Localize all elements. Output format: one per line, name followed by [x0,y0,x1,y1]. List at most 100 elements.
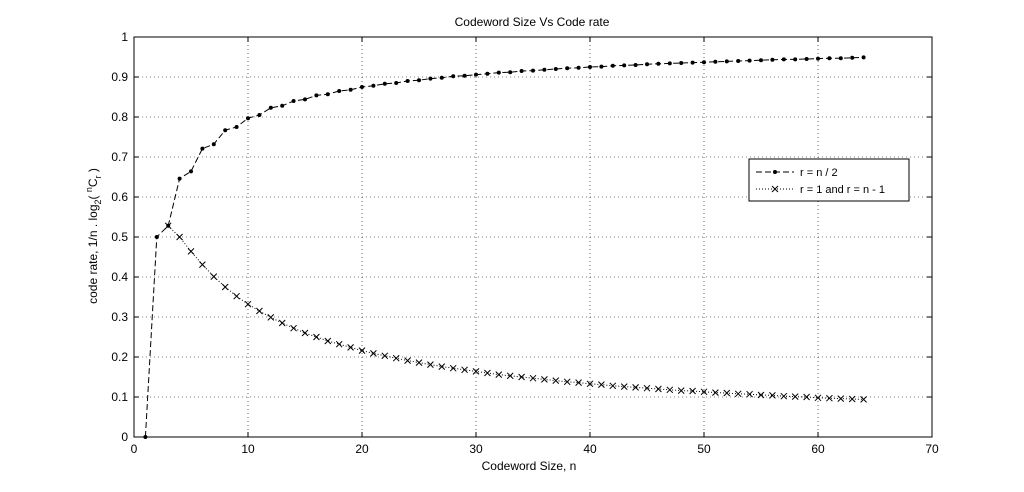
x-tick-label: 50 [697,442,711,456]
data-point [439,75,444,80]
data-point [610,63,615,68]
data-point [598,381,605,388]
legend-label-r-one: r = 1 and r = n - 1 [800,184,885,196]
data-point [394,81,399,85]
data-point [531,68,535,73]
data-point [622,63,627,68]
data-point [485,71,490,76]
data-point [176,233,183,241]
data-point [428,76,433,81]
series-layer [143,55,867,439]
data-point [677,387,685,394]
data-point [335,340,343,348]
data-point [609,382,617,390]
data-point [518,373,525,381]
data-point [438,363,446,370]
data-point [415,359,423,366]
y-tick-label: 0.8 [111,110,128,124]
data-point [736,59,741,63]
y-axis-label: code rate, 1/n . log2( nCr ) [84,168,103,304]
data-point [508,70,513,75]
data-point [495,371,503,378]
y-tick-label: 1 [121,30,128,44]
data-point [643,384,651,392]
x-tick-label: 30 [469,442,483,456]
data-point [199,261,206,268]
plot-area [133,36,933,438]
data-point [381,352,389,360]
data-point [417,78,421,83]
data-point [427,361,434,368]
data-point [542,67,547,72]
data-point [689,387,696,395]
data-point [290,324,297,332]
data-point [791,393,799,400]
y-axis-label-text: code rate, 1/n . log [86,204,100,303]
x-axis-label: Codeword Size, n [482,459,577,473]
y-tick-label: 0.1 [111,390,128,404]
data-point [565,66,570,71]
legend-marker-r-one [771,185,779,193]
data-point [575,379,582,386]
data-point [563,378,571,386]
data-point [588,65,592,69]
data-point [759,58,763,63]
x-tick-label: 0 [131,442,138,456]
series-1 [143,55,866,439]
data-point [382,81,387,86]
y-tick-label: 0.5 [111,230,128,244]
grid-lines [134,37,932,437]
data-point [189,169,193,174]
data-point [519,69,524,73]
data-point [827,56,832,61]
y-tick-label: 0 [121,430,128,444]
data-point [645,62,649,67]
data-point [143,435,148,439]
data-point [837,395,845,402]
data-point [553,67,558,71]
data-point [474,72,478,77]
data-point [221,283,229,291]
data-point [723,389,731,397]
chart-title: Codeword Size Vs Code rate [455,15,610,29]
data-point [734,390,742,398]
data-point [348,87,353,92]
data-point [303,97,307,102]
data-point [449,364,457,372]
data-point [848,395,856,403]
data-point [599,64,604,69]
data-point [187,248,195,255]
data-point [472,368,480,375]
x-tick-label: 70 [925,442,939,456]
data-point [757,391,765,399]
axis-ticks: 0 10 20 30 40 50 60 70 0 0.1 0.2 0.3 0.4 0.5 0.6 0.7 0.8… [111,30,939,456]
data-point [803,393,810,401]
data-point [838,56,843,61]
x-tick-label: 10 [241,442,255,456]
data-point [666,386,674,394]
data-point [770,57,775,62]
data-point [712,389,719,396]
data-point [633,63,638,67]
data-point [257,113,262,117]
data-point [781,57,786,62]
data-point [278,319,286,327]
data-point [816,56,820,61]
data-point [267,314,275,321]
data-point [860,396,867,403]
data-point [461,366,468,374]
data-point [484,369,491,377]
data-point [256,307,263,315]
data-point [780,392,788,400]
data-point [826,394,833,402]
data-point [632,384,639,391]
data-point [404,357,411,364]
data-point [234,125,239,129]
legend-box [748,158,910,202]
data-point [392,354,400,362]
x-tick-label: 40 [583,442,597,456]
data-point [496,70,501,75]
data-point [804,57,809,61]
series-1-line [144,56,864,438]
